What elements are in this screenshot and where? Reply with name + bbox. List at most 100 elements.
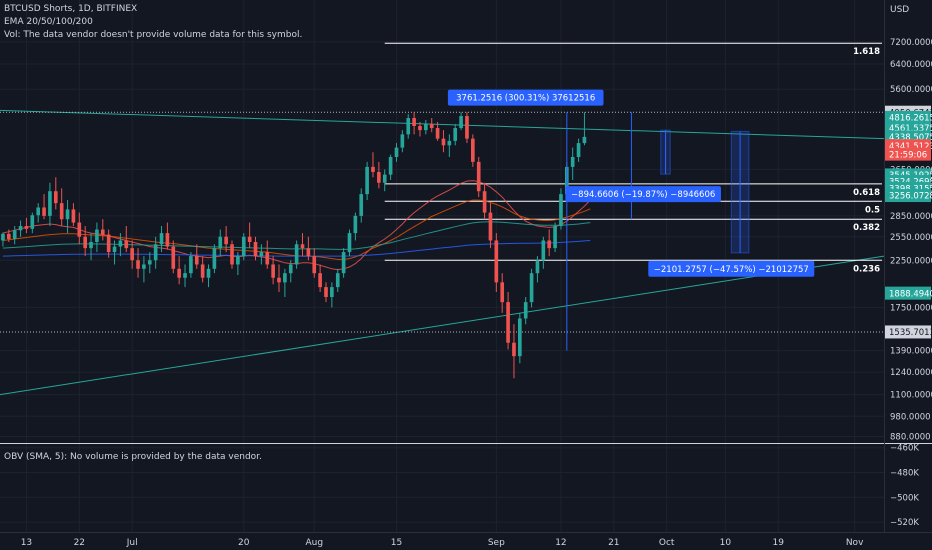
obv-tick-label: −500K <box>890 493 919 503</box>
candle-body <box>95 229 99 242</box>
candle-body <box>147 260 152 265</box>
price-tick-label: 2550.0000 <box>890 233 932 243</box>
candle-body <box>112 246 117 253</box>
trendline[interactable] <box>0 109 885 140</box>
price-label-box <box>885 286 931 300</box>
legend-obv[interactable]: OBV (SMA, 5): No volume is provided by t… <box>4 452 262 462</box>
fib-level-label: 1.618 <box>853 47 880 57</box>
candle-body <box>230 244 234 265</box>
price-tick-label: 2850.0000 <box>890 212 932 222</box>
candle-body <box>506 302 510 343</box>
measure-label-box[interactable] <box>648 260 815 277</box>
time-tick-label: 22 <box>74 538 85 548</box>
candle-body <box>512 342 516 357</box>
fib-retracement[interactable]: 1.618 0.618 0.5 0.382 0.236 <box>384 42 882 274</box>
candle-body <box>535 260 540 274</box>
time-tick-label: Oct <box>659 538 675 548</box>
candle-body <box>294 244 299 265</box>
measure-label-box[interactable] <box>565 186 721 203</box>
candle-body <box>6 233 11 239</box>
candle-body <box>306 248 311 257</box>
pane-border <box>0 0 932 533</box>
candle-body <box>365 166 369 195</box>
price-label-text: 1535.7013 <box>889 328 932 338</box>
candle-body <box>494 240 499 283</box>
time-tick-label: 19 <box>773 538 785 548</box>
candle-body <box>482 191 487 213</box>
candle-body <box>418 125 422 131</box>
measure-label-text: −894.6606 (−19.87%) −8946606 <box>571 190 715 200</box>
time-tick-label: 12 <box>555 538 566 548</box>
candle-body <box>288 264 293 274</box>
candle-body <box>89 241 93 249</box>
candle-body <box>523 302 528 319</box>
candle-body <box>224 236 228 245</box>
candle-body <box>194 256 199 265</box>
candle-body <box>529 273 534 303</box>
price-tick-label: 5600.0000 <box>890 85 932 95</box>
price-label-box <box>885 325 931 339</box>
legend-ema[interactable]: EMA 20/50/100/200 <box>4 17 93 27</box>
trendlines[interactable] <box>0 109 885 396</box>
price-label-text: 21:59:06 <box>889 150 927 160</box>
candle-body <box>412 118 416 126</box>
candle-body <box>312 256 317 274</box>
candle-body <box>153 244 158 261</box>
time-tick-label: 20 <box>238 538 250 548</box>
measure-label-text: 3761.2516 (300.31%) 37612516 <box>456 94 595 104</box>
candle-body <box>18 226 23 231</box>
time-axis[interactable]: 13 22 Jul 20 Aug 15 Sep 12 21 Oct 10 19 Nov <box>21 538 864 548</box>
candle-body <box>277 277 281 283</box>
candle-body <box>171 246 176 269</box>
candlesticks <box>1 112 587 379</box>
candle-body <box>488 212 493 241</box>
candle-body <box>447 140 452 146</box>
candle-body <box>142 264 146 269</box>
candle-body <box>400 134 405 148</box>
candle-body <box>476 161 481 192</box>
candle-body <box>570 156 575 167</box>
candle-body <box>30 215 35 229</box>
candle-body <box>177 268 181 278</box>
candle-body <box>118 240 123 247</box>
legend-title[interactable]: BTCUSD Shorts, 1D, BITFINEX <box>4 4 138 14</box>
measure-label-box[interactable] <box>447 89 604 106</box>
candle-body <box>83 236 87 249</box>
fib-level-label: 0.618 <box>853 188 880 198</box>
candle-body <box>159 233 164 245</box>
candle-body <box>335 273 340 288</box>
candle-body <box>459 116 463 129</box>
candle-body <box>12 230 17 239</box>
candle-body <box>218 236 223 249</box>
price-label-box <box>885 147 931 161</box>
candle-body <box>582 136 587 144</box>
candle-body <box>65 209 70 220</box>
candle-body <box>100 229 105 235</box>
trendline[interactable] <box>0 255 885 396</box>
time-tick-label: Jul <box>126 538 138 548</box>
measure-label-text: −2101.2757 (−47.57%) −21012757 <box>654 265 809 275</box>
candle-body <box>300 244 305 249</box>
time-tick-label: 10 <box>720 538 732 548</box>
candle-body <box>53 191 58 204</box>
candle-body <box>106 234 111 253</box>
candle-body <box>371 166 375 173</box>
legend-vol[interactable]: Vol: The data vendor doesn't provide vol… <box>4 30 303 40</box>
candle-body <box>59 203 64 220</box>
obv-tick-label: −480K <box>890 469 919 479</box>
candle-body <box>206 268 211 278</box>
price-label-text: 3256.0728 <box>889 192 932 202</box>
candle-body <box>553 226 557 249</box>
candle-body <box>429 123 434 129</box>
measure-tools[interactable]: 3761.2516 (300.31%) 37612516 −894.6606 (−… <box>447 89 815 351</box>
candle-body <box>441 138 446 146</box>
price-tick-label: 6400.0000 <box>890 60 932 70</box>
candle-body <box>359 194 364 216</box>
time-tick-label: Aug <box>305 538 323 548</box>
candle-body <box>253 241 258 257</box>
candle-body <box>471 138 475 162</box>
obv-axis[interactable]: −460K −480K −500K −520K <box>0 444 919 528</box>
candle-body <box>1 233 5 241</box>
candle-body <box>465 116 469 139</box>
